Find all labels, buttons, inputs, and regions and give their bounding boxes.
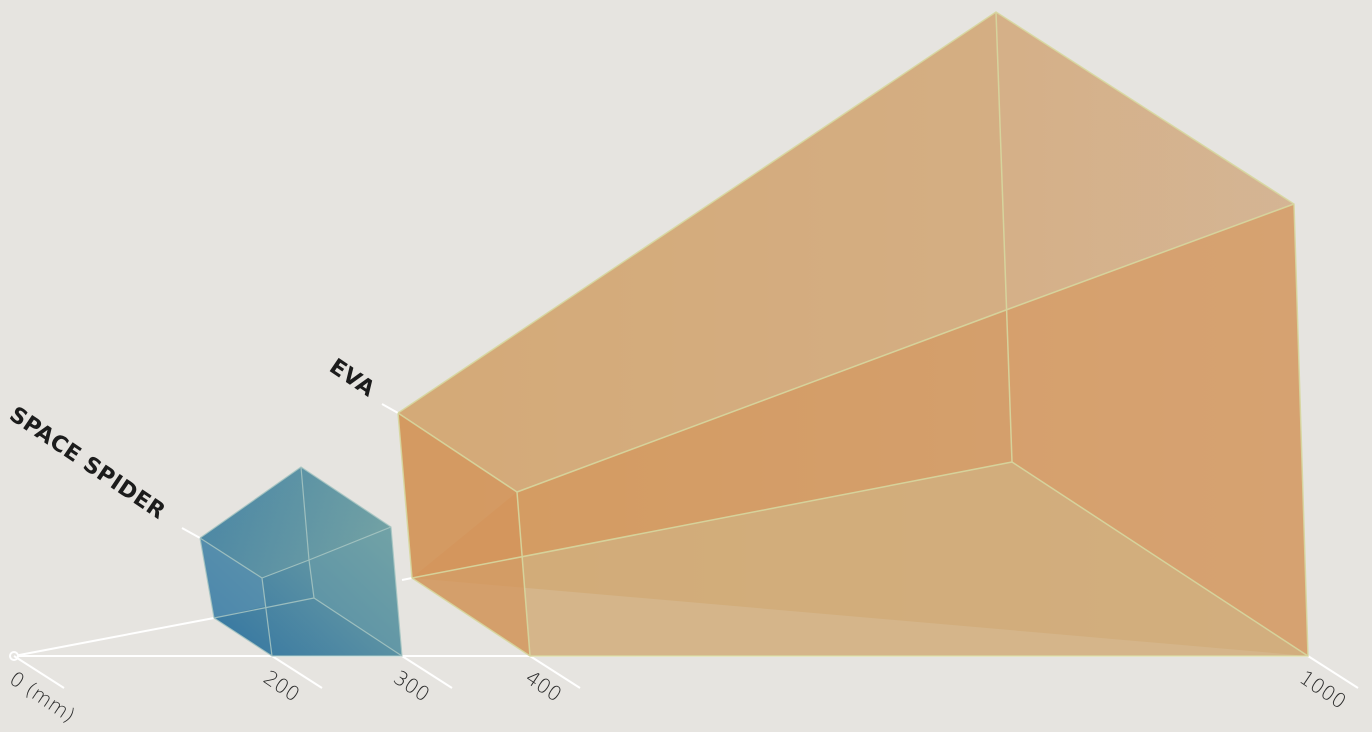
space-spider-edges bbox=[199, 466, 403, 657]
depth-guide-line-2 bbox=[401, 577, 413, 581]
tick-mark-0 bbox=[13, 655, 65, 689]
eva-right-face bbox=[1006, 204, 1308, 656]
depth-guide-line bbox=[13, 617, 215, 657]
eva-inner-face bbox=[398, 12, 1006, 492]
eva-label-leader bbox=[381, 403, 399, 414]
tick-mark-400 bbox=[529, 655, 581, 689]
eva-middle-band bbox=[412, 310, 1012, 578]
space-spider-label: SPACE SPIDER bbox=[5, 402, 170, 525]
tick-mark-200 bbox=[271, 655, 323, 689]
tick-label-1000: 1000 bbox=[1295, 665, 1351, 713]
axis-origin-label: 0 (mm) bbox=[5, 666, 79, 727]
tick-mark-1000 bbox=[1307, 655, 1359, 689]
space-spider-cube bbox=[199, 466, 403, 657]
eva-box bbox=[397, 11, 1309, 657]
eva-label: EVA bbox=[325, 354, 380, 402]
tick-label-400: 400 bbox=[521, 665, 566, 706]
space-spider-left-face bbox=[200, 538, 266, 618]
eva-edges bbox=[397, 11, 1309, 657]
eva-left-face bbox=[398, 413, 530, 656]
space-spider-label-leader bbox=[181, 527, 201, 539]
tick-mark-300 bbox=[401, 655, 453, 689]
eva-bottom-face bbox=[412, 462, 1308, 656]
space-spider-right-face bbox=[309, 527, 402, 656]
space-spider-top-face bbox=[200, 467, 391, 578]
